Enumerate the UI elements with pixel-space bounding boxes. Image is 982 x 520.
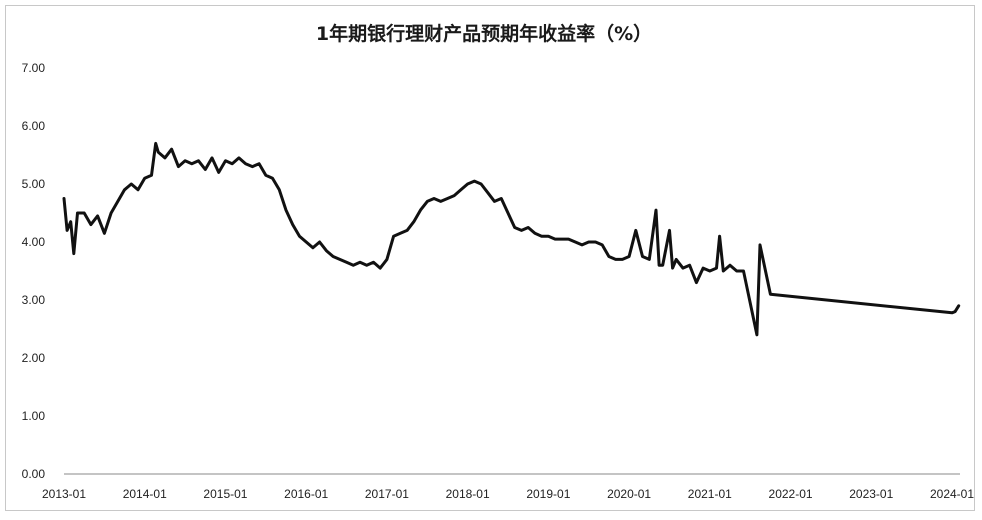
x-tick-label: 2015-01 — [203, 487, 247, 501]
y-tick-label: 3.00 — [22, 293, 46, 307]
chart-frame — [5, 5, 975, 511]
y-tick-label: 1.00 — [22, 409, 46, 423]
y-tick-label: 7.00 — [22, 61, 46, 75]
x-tick-label: 2020-01 — [607, 487, 651, 501]
x-tick-label: 2018-01 — [446, 487, 490, 501]
x-tick-label: 2019-01 — [526, 487, 570, 501]
x-tick-label: 2023-01 — [849, 487, 893, 501]
x-tick-label: 2017-01 — [365, 487, 409, 501]
x-tick-label: 2021-01 — [688, 487, 732, 501]
y-axis-ticks: 0.00 1.00 2.00 3.00 4.00 5.00 6.00 7.00 — [22, 61, 46, 481]
y-tick-label: 4.00 — [22, 235, 46, 249]
y-tick-label: 0.00 — [22, 467, 46, 481]
chart-title: 1年期银行理财产品预期年收益率（%） — [316, 22, 652, 45]
x-tick-label: 2024-01 — [930, 487, 974, 501]
x-tick-label: 2022-01 — [769, 487, 813, 501]
series-group — [62, 141, 961, 337]
y-tick-label: 2.00 — [22, 351, 46, 365]
x-tick-label: 2013-01 — [42, 487, 86, 501]
series-line — [62, 141, 961, 337]
y-tick-label: 5.00 — [22, 177, 46, 191]
x-tick-label: 2014-01 — [123, 487, 167, 501]
y-tick-label: 6.00 — [22, 119, 46, 133]
x-axis-ticks: 2013-01 2014-01 2015-01 2016-01 2017-01 2018-… — [42, 487, 974, 501]
x-tick-label: 2016-01 — [284, 487, 328, 501]
